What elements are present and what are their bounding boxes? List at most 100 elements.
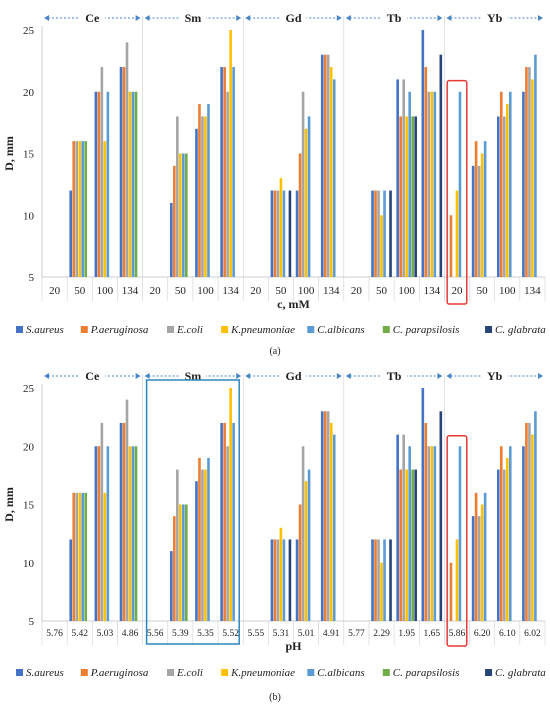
bar-paeruginosa <box>298 504 302 621</box>
y-tick-label: 15 <box>23 500 35 512</box>
bar-kpneumoniae <box>380 215 383 277</box>
x-tick-label: 100 <box>398 285 415 297</box>
bar-paeruginosa <box>323 54 327 278</box>
x-tick-label: 50 <box>175 285 187 297</box>
legend-swatch <box>167 669 174 676</box>
x-tick-label: 50 <box>74 285 86 297</box>
legend-swatch <box>16 326 23 333</box>
x-tick-label: 100 <box>298 285 315 297</box>
arrow-right-icon <box>236 15 242 21</box>
bar-calbicans <box>131 446 135 621</box>
legend-label: C. glabrata <box>495 324 546 336</box>
bar-saureus <box>396 79 399 278</box>
highlight-box-red <box>446 79 468 305</box>
bar-saureus <box>421 388 425 621</box>
bar-saureus <box>421 30 425 277</box>
panel-label: (a) <box>269 346 280 357</box>
bar-kpneumoniae <box>455 190 459 277</box>
y-tick-label: 25 <box>23 383 35 395</box>
x-tick-label: 6.20 <box>474 629 491 639</box>
bar-saureus <box>295 539 299 621</box>
x-tick-label: 6.02 <box>524 629 541 639</box>
group-label-bg <box>381 368 408 382</box>
bar-cparapsilosis <box>411 469 414 621</box>
bar-kpneumoniae <box>480 504 484 621</box>
arrow-left-icon <box>345 15 351 21</box>
bar-saureus <box>119 422 123 621</box>
group-label: Ce <box>85 369 100 383</box>
bar-cglabrata <box>439 54 443 278</box>
bar-kpneumoniae <box>78 492 82 621</box>
x-tick-label: 5.56 <box>147 629 164 639</box>
bar-saureus <box>295 190 299 277</box>
x-tick-label: 134 <box>524 285 541 297</box>
legend-label: C.albicans <box>317 667 364 679</box>
bar-calbicans <box>282 539 286 621</box>
x-tick-label: 5.55 <box>247 629 264 639</box>
bar-ecoli <box>75 141 79 277</box>
y-tick-label: 5 <box>29 272 35 284</box>
bar-ecoli <box>176 469 179 621</box>
legend-swatch <box>307 669 315 676</box>
bar-kpneumoniae <box>103 492 107 621</box>
legend-label: E.coli <box>176 324 203 336</box>
bar-calbicans <box>182 153 185 277</box>
bar-saureus <box>94 446 98 621</box>
y-axis-label: D, mm <box>2 487 16 522</box>
bar-paeruginosa <box>474 141 478 277</box>
highlight-box-blue <box>145 379 240 645</box>
bar-ecoli <box>276 190 280 277</box>
bar-calbicans <box>81 492 85 621</box>
bar-ecoli <box>100 422 104 621</box>
bar-paeruginosa <box>273 539 277 621</box>
y-tick-label: 10 <box>23 210 35 222</box>
bar-cparapsilosis <box>185 504 188 621</box>
bar-ecoli <box>427 446 431 621</box>
bar-ecoli <box>75 492 79 621</box>
x-tick-label: 20 <box>451 285 463 297</box>
arrow-left-icon <box>446 373 452 379</box>
bar-saureus <box>496 469 500 621</box>
y-tick-label: 20 <box>23 87 35 99</box>
bar-paeruginosa <box>449 215 453 277</box>
x-tick-label: 134 <box>323 285 340 297</box>
bar-saureus <box>496 116 500 277</box>
bar-ecoli <box>477 516 481 621</box>
bar-calbicans <box>534 411 537 621</box>
bar-saureus <box>195 128 198 277</box>
x-tick-label: 134 <box>122 285 139 297</box>
bar-cparapsilosis <box>134 446 138 621</box>
arrow-left-icon <box>446 15 452 21</box>
x-axis-label: pH <box>285 639 302 653</box>
bar-paeruginosa <box>198 104 201 277</box>
x-tick-label: 20 <box>150 285 162 297</box>
bar-kpneumoniae <box>204 469 207 621</box>
arrow-right-icon <box>236 373 242 379</box>
bar-saureus <box>320 54 324 278</box>
bar-kpneumoniae <box>229 388 232 621</box>
legend-swatch <box>80 669 88 676</box>
arrow-right-icon <box>437 15 443 21</box>
arrow-left-icon <box>345 373 351 379</box>
bar-paeruginosa <box>97 91 101 277</box>
bar-saureus <box>522 91 525 277</box>
bar-cglabrata <box>389 539 392 621</box>
bar-ecoli <box>125 42 129 277</box>
bar-paeruginosa <box>374 190 377 277</box>
bar-kpneumoniae <box>430 91 434 277</box>
arrow-right-icon <box>135 373 141 379</box>
legend: S.aureus P.aeruginosa E.coli K.pneumoniae C.… <box>16 667 546 679</box>
bar-calbicans <box>483 492 487 621</box>
bar-paeruginosa <box>499 446 503 621</box>
bar-saureus <box>371 539 374 621</box>
bar-paeruginosa <box>474 492 478 621</box>
bar-calbicans <box>433 446 437 621</box>
bar-kpneumoniae <box>505 104 509 277</box>
bar-ecoli <box>326 411 330 621</box>
arrow-right-icon <box>336 373 342 379</box>
legend-label: E.coli <box>176 667 203 679</box>
bar-ecoli <box>176 116 179 277</box>
bar-saureus <box>270 190 274 277</box>
bar-paeruginosa <box>273 190 277 277</box>
